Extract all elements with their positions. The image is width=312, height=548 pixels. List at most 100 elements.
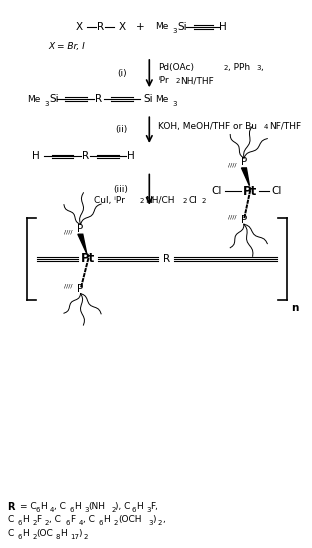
Text: +: + — [136, 22, 144, 32]
Text: P: P — [241, 157, 247, 168]
Text: C: C — [7, 515, 14, 524]
Polygon shape — [78, 234, 87, 254]
Text: = C: = C — [20, 501, 36, 511]
Text: H: H — [22, 515, 29, 524]
Text: H: H — [127, 151, 135, 162]
Text: Si: Si — [178, 22, 187, 32]
Text: 4: 4 — [50, 507, 55, 513]
Text: , C: , C — [83, 515, 95, 524]
Text: Pt: Pt — [81, 253, 95, 265]
Text: , PPh: , PPh — [228, 63, 250, 72]
Text: F: F — [70, 515, 75, 524]
Text: 2: 2 — [32, 520, 37, 526]
Text: X: X — [118, 22, 125, 32]
Text: 4: 4 — [79, 520, 83, 526]
Text: 2: 2 — [84, 534, 88, 540]
Text: (iii): (iii) — [113, 185, 128, 194]
Text: ////: //// — [64, 229, 72, 235]
Text: H: H — [136, 501, 143, 511]
Text: 6: 6 — [17, 520, 22, 526]
Text: CuI, ⁱPr: CuI, ⁱPr — [94, 196, 125, 204]
Text: C: C — [7, 529, 14, 538]
Text: ,: , — [162, 515, 165, 524]
Text: Si: Si — [49, 94, 59, 104]
Text: 17: 17 — [70, 534, 79, 540]
Text: 2: 2 — [32, 534, 37, 540]
Text: (i): (i) — [117, 69, 127, 78]
Text: P: P — [77, 284, 84, 294]
Text: Pd(OAc): Pd(OAc) — [158, 63, 194, 72]
Text: F: F — [37, 515, 41, 524]
Text: R: R — [163, 254, 170, 264]
Text: X: X — [76, 22, 83, 32]
Text: 2: 2 — [45, 520, 49, 526]
Text: 4: 4 — [264, 124, 268, 130]
Text: Cl: Cl — [272, 186, 282, 196]
Text: X = Br, I: X = Br, I — [49, 42, 85, 51]
Text: 2: 2 — [183, 198, 187, 204]
Text: Me: Me — [155, 95, 169, 104]
Text: H: H — [74, 501, 81, 511]
Text: 6: 6 — [132, 507, 136, 513]
Text: ): ) — [78, 529, 82, 538]
Text: R: R — [82, 151, 89, 162]
Text: NH/CH: NH/CH — [145, 196, 174, 204]
Text: 2: 2 — [202, 198, 206, 204]
Text: KOH, MeOH/THF or Bu: KOH, MeOH/THF or Bu — [158, 122, 257, 131]
Text: ////: //// — [64, 283, 72, 289]
Text: NH/THF: NH/THF — [180, 76, 214, 85]
Text: (OC: (OC — [37, 529, 53, 538]
Text: 6: 6 — [99, 520, 104, 526]
Text: , C: , C — [54, 501, 66, 511]
Text: P: P — [241, 215, 247, 225]
Text: 8: 8 — [55, 534, 60, 540]
Text: 6: 6 — [65, 520, 70, 526]
Text: Si: Si — [144, 94, 154, 104]
Text: n: n — [291, 302, 299, 312]
Text: ,: , — [261, 63, 263, 72]
Text: NF/THF: NF/THF — [269, 122, 301, 131]
Text: ////: //// — [228, 215, 236, 220]
Text: 2: 2 — [223, 65, 227, 71]
Text: 3: 3 — [146, 507, 151, 513]
Text: , C: , C — [49, 515, 61, 524]
Text: ////: //// — [228, 162, 236, 167]
Text: 3: 3 — [84, 507, 89, 513]
Text: F,: F, — [150, 501, 158, 511]
Text: Pt: Pt — [243, 185, 257, 198]
Text: H: H — [22, 529, 29, 538]
Text: 6: 6 — [36, 507, 40, 513]
Text: 6: 6 — [69, 507, 74, 513]
Text: P: P — [77, 224, 84, 234]
Text: $\mathbf{R}$: $\mathbf{R}$ — [7, 500, 17, 512]
Text: H: H — [32, 151, 40, 162]
Text: 6: 6 — [17, 534, 22, 540]
Text: Me: Me — [27, 95, 41, 104]
Text: ), C: ), C — [115, 501, 130, 511]
Text: (ii): (ii) — [116, 125, 128, 134]
Text: 2: 2 — [111, 507, 115, 513]
Text: 3: 3 — [172, 28, 177, 35]
Text: (NH: (NH — [88, 501, 105, 511]
Text: 2: 2 — [158, 520, 162, 526]
Text: 2: 2 — [175, 78, 180, 84]
Text: Cl: Cl — [188, 196, 197, 204]
Text: R: R — [95, 94, 103, 104]
Text: 3: 3 — [149, 520, 153, 526]
Text: R: R — [97, 22, 104, 32]
Text: Cl: Cl — [211, 186, 222, 196]
Text: 3: 3 — [172, 101, 177, 107]
Text: Me: Me — [155, 22, 169, 31]
Text: 2: 2 — [139, 198, 144, 204]
Text: 3: 3 — [256, 65, 261, 71]
Text: H: H — [219, 22, 227, 32]
Text: ): ) — [152, 515, 156, 524]
Text: (OCH: (OCH — [118, 515, 141, 524]
Text: ⁱPr: ⁱPr — [158, 76, 169, 85]
Text: 2: 2 — [114, 520, 118, 526]
Text: H: H — [104, 515, 110, 524]
Text: 3: 3 — [44, 101, 48, 107]
Text: H: H — [40, 501, 47, 511]
Text: H: H — [60, 529, 67, 538]
Polygon shape — [241, 168, 249, 186]
